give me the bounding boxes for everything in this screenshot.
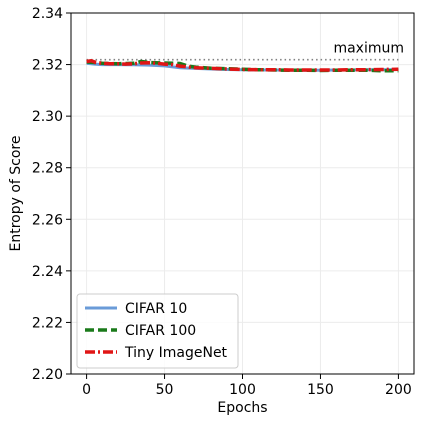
- y-tick-label-2: 2.24: [32, 264, 63, 280]
- x-tick-label-2: 100: [229, 382, 256, 398]
- legend-label-2: Tiny ImageNet: [124, 345, 228, 361]
- x-tick-label-0: 0: [82, 382, 91, 398]
- legend-items: CIFAR 10 CIFAR 100 Tiny ImageNet: [85, 301, 228, 361]
- y-axis-ticks: 2.20 2.22 2.24 2.26 2.28 2.30 2.32 2.34: [32, 6, 71, 383]
- x-axis-label: Epochs: [217, 400, 267, 416]
- legend: CIFAR 10 CIFAR 100 Tiny ImageNet: [76, 293, 239, 369]
- y-tick-label-4: 2.28: [32, 161, 63, 177]
- y-tick-label-5: 2.30: [32, 109, 63, 125]
- y-tick-label-0: 2.20: [32, 367, 63, 383]
- maximum-label: maximum: [333, 41, 404, 57]
- y-tick-label-3: 2.26: [32, 212, 63, 228]
- y-tick-label-7: 2.34: [32, 6, 63, 22]
- x-tick-label-1: 50: [156, 382, 174, 398]
- y-tick-label-6: 2.32: [32, 58, 63, 74]
- series-lines: [86, 58, 399, 73]
- reference-line-group: maximum: [86, 41, 404, 61]
- x-tick-label-4: 200: [385, 382, 412, 398]
- series-line-2: [86, 58, 399, 72]
- legend-label-1: CIFAR 100: [125, 323, 196, 339]
- x-tick-label-3: 150: [307, 382, 334, 398]
- x-axis-ticks: 0 50 100 150 200: [82, 374, 412, 398]
- legend-box: [76, 293, 239, 369]
- legend-label-0: CIFAR 10: [125, 301, 187, 317]
- y-tick-label-1: 2.22: [32, 315, 63, 331]
- y-axis-label: Entropy of Score: [8, 136, 24, 252]
